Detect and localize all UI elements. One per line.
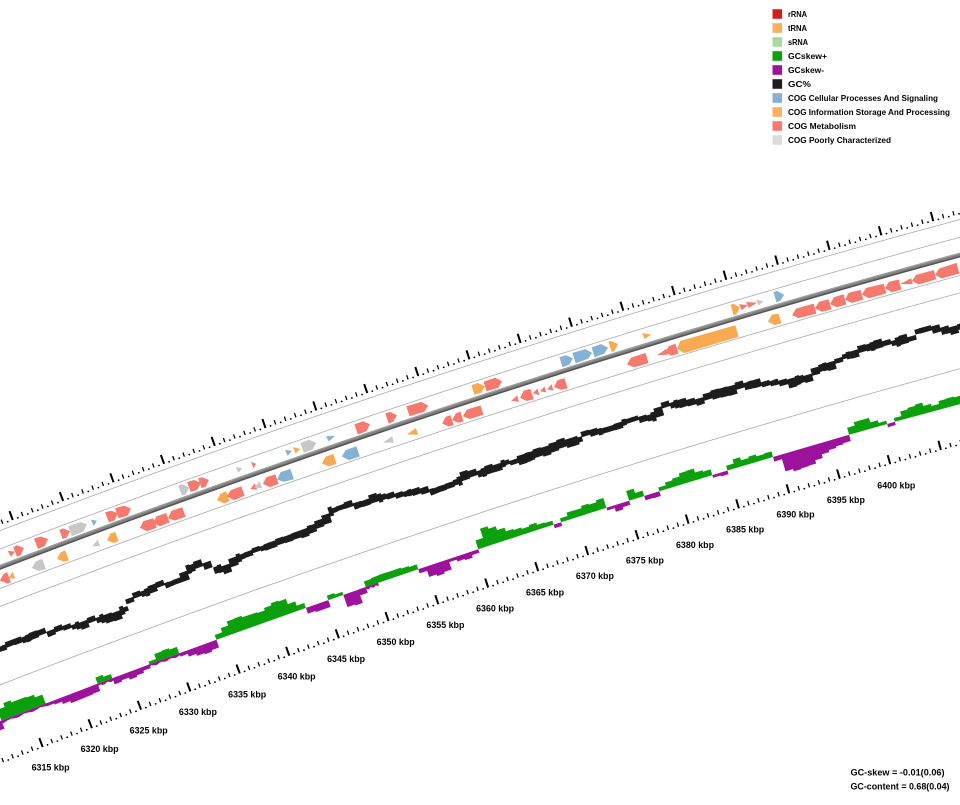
- svg-text:6360 kbp: 6360 kbp: [476, 604, 515, 614]
- svg-text:6395 kbp: 6395 kbp: [827, 495, 866, 505]
- svg-text:rRNA: rRNA: [788, 9, 807, 19]
- svg-text:GC%: GC%: [788, 79, 811, 89]
- svg-text:COG Cellular Processes And Sig: COG Cellular Processes And Signaling: [788, 93, 938, 103]
- svg-text:6320 kbp: 6320 kbp: [81, 744, 120, 754]
- svg-text:6365 kbp: 6365 kbp: [526, 587, 565, 597]
- svg-text:6350 kbp: 6350 kbp: [377, 637, 416, 647]
- svg-text:6375 kbp: 6375 kbp: [626, 555, 665, 565]
- svg-text:GCskew-: GCskew-: [788, 65, 824, 75]
- svg-text:6315 kbp: 6315 kbp: [32, 763, 71, 773]
- svg-text:COG Information Storage And Pr: COG Information Storage And Processing: [788, 107, 950, 117]
- svg-text:6400 kbp: 6400 kbp: [877, 481, 916, 491]
- svg-text:6370 kbp: 6370 kbp: [576, 571, 615, 581]
- svg-text:6345 kbp: 6345 kbp: [327, 654, 366, 664]
- svg-text:GCskew+: GCskew+: [788, 51, 827, 61]
- svg-text:GC-skew = -0.01(0.06): GC-skew = -0.01(0.06): [851, 768, 945, 778]
- svg-text:COG Metabolism: COG Metabolism: [788, 121, 856, 131]
- svg-text:6355 kbp: 6355 kbp: [426, 620, 465, 630]
- svg-text:6385 kbp: 6385 kbp: [726, 525, 765, 535]
- svg-text:GC-content = 0.68(0.04): GC-content = 0.68(0.04): [851, 782, 950, 792]
- svg-text:6340 kbp: 6340 kbp: [278, 672, 317, 682]
- svg-text:6335 kbp: 6335 kbp: [228, 689, 267, 699]
- svg-text:COG Poorly Characterized: COG Poorly Characterized: [788, 135, 891, 145]
- svg-text:6325 kbp: 6325 kbp: [130, 726, 169, 736]
- svg-text:sRNA: sRNA: [788, 37, 808, 47]
- svg-text:6330 kbp: 6330 kbp: [179, 707, 218, 717]
- svg-text:6380 kbp: 6380 kbp: [676, 540, 715, 550]
- svg-text:tRNA: tRNA: [788, 23, 807, 33]
- svg-text:6390 kbp: 6390 kbp: [777, 510, 816, 520]
